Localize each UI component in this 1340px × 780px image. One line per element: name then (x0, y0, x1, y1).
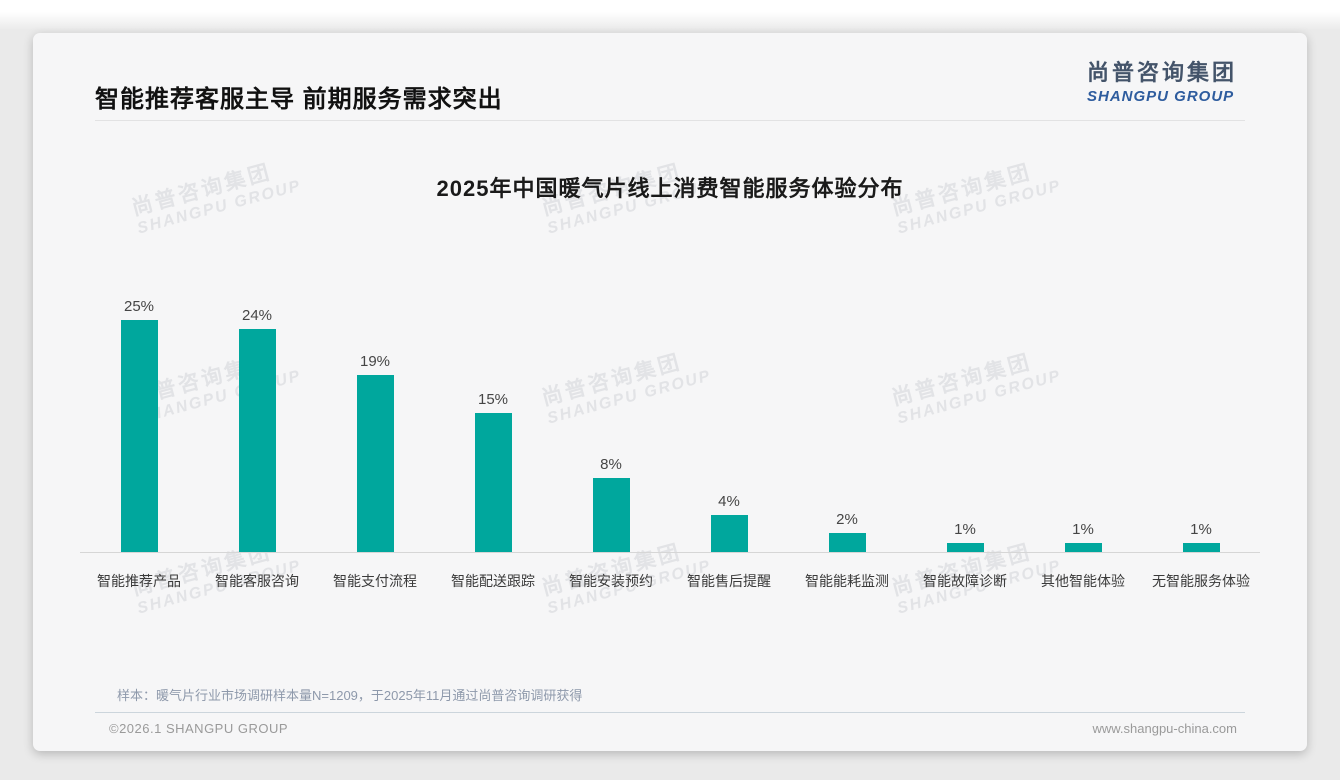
chart-title: 2025年中国暖气片线上消费智能服务体验分布 (436, 176, 904, 201)
bar (238, 328, 276, 552)
bar (1182, 542, 1220, 552)
bar (474, 412, 512, 552)
bar-group: 24% (198, 307, 316, 552)
bar (356, 375, 394, 552)
x-axis-label: 智能推荐产品 (97, 573, 181, 589)
bar (946, 542, 984, 552)
bar-group: 25% (80, 297, 198, 552)
x-axis-label: 智能售后提醒 (687, 573, 771, 589)
bar-value-label: 8% (600, 455, 622, 473)
bar-group: 19% (316, 353, 434, 552)
bar-group: 2% (788, 511, 906, 552)
copyright-text: ©2026.1 SHANGPU GROUP (109, 721, 289, 736)
page-top-strip (0, 0, 1340, 30)
bar-group: 1% (1024, 521, 1142, 552)
x-axis-label: 智能安装预约 (569, 573, 653, 589)
slide-title: 智能推荐客服主导 前期服务需求突出 (95, 86, 503, 113)
x-axis-label: 智能故障诊断 (923, 573, 1007, 589)
bar-plot: 25% 24% 19% 15% 8% 4% 2% 1% 1% 1% (80, 291, 1260, 553)
bar-value-label: 24% (241, 306, 273, 324)
bar-group: 1% (906, 521, 1024, 552)
bar-value-label: 15% (477, 390, 509, 408)
bar (592, 477, 630, 552)
company-logo: 尚普咨询集团 SHANGPU GROUP (1087, 55, 1237, 105)
bar-value-label: 4% (718, 492, 740, 510)
bar-group: 1% (1142, 521, 1260, 552)
x-axis-label: 无智能服务体验 (1152, 573, 1250, 589)
x-axis-label: 智能配送跟踪 (451, 573, 535, 589)
bar-value-label: 1% (1072, 520, 1094, 538)
header-divider (95, 120, 1245, 121)
report-slide-card: 尚普咨询集团 SHANGPU GROUP 尚普咨询集团 SHANGPU GROUP 尚普… (33, 33, 1307, 751)
bar-group: 15% (434, 390, 552, 552)
bar-value-label: 2% (836, 511, 858, 529)
bar (1064, 542, 1102, 552)
bar-value-label: 1% (954, 520, 976, 538)
website-url: www.shangpu-china.com (1092, 721, 1237, 736)
x-axis-label: 智能客服咨询 (215, 573, 299, 589)
bar (710, 514, 748, 552)
bar-group: 8% (552, 456, 670, 552)
bar (828, 533, 866, 552)
bar-group: 4% (670, 493, 788, 552)
bar-value-label: 1% (1190, 520, 1212, 538)
logo-chinese-text: 尚普咨询集团 (1087, 60, 1238, 85)
x-axis-label: 其他智能体验 (1041, 573, 1125, 589)
logo-english-text: SHANGPU GROUP (1087, 88, 1235, 105)
x-axis-label: 智能支付流程 (333, 573, 417, 589)
footer-divider (95, 712, 1245, 713)
bar (120, 319, 158, 552)
x-axis-labels: 智能推荐产品 智能客服咨询 智能支付流程 智能配送跟踪 智能安装预约 智能售后提醒 智能能耗… (80, 554, 1260, 591)
bar-value-label: 25% (123, 297, 155, 315)
sample-footnote: 样本：暖气片行业市场调研样本量N=1209，于2025年11月通过尚普咨询调研获… (117, 688, 583, 703)
bar-value-label: 19% (359, 353, 391, 371)
x-axis-label: 智能能耗监测 (805, 573, 889, 589)
